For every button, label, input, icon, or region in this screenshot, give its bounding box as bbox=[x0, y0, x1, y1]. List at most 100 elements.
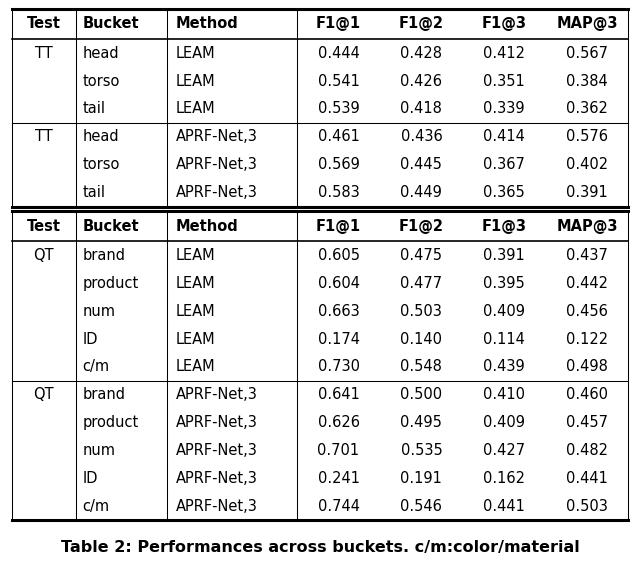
Text: 0.439: 0.439 bbox=[483, 359, 525, 374]
Text: 0.503: 0.503 bbox=[401, 303, 442, 319]
Text: 0.441: 0.441 bbox=[483, 499, 525, 514]
Text: 0.477: 0.477 bbox=[400, 276, 442, 291]
Text: 0.412: 0.412 bbox=[483, 45, 525, 61]
Text: Method: Method bbox=[176, 16, 239, 31]
Text: 0.541: 0.541 bbox=[317, 74, 360, 88]
Text: LEAM: LEAM bbox=[176, 303, 216, 319]
Text: c/m: c/m bbox=[83, 499, 109, 514]
Text: APRF-Net,3: APRF-Net,3 bbox=[176, 387, 258, 402]
Text: F1@1: F1@1 bbox=[316, 16, 361, 31]
Text: 0.391: 0.391 bbox=[483, 248, 525, 263]
Text: 0.445: 0.445 bbox=[401, 157, 442, 172]
Text: 0.122: 0.122 bbox=[566, 332, 608, 346]
Text: LEAM: LEAM bbox=[176, 359, 216, 374]
Text: Test: Test bbox=[27, 16, 61, 31]
Text: 0.437: 0.437 bbox=[566, 248, 608, 263]
Text: 0.339: 0.339 bbox=[483, 101, 525, 116]
Text: torso: torso bbox=[83, 157, 120, 172]
Text: 0.482: 0.482 bbox=[566, 443, 608, 458]
Text: TT: TT bbox=[35, 45, 52, 61]
Text: 0.460: 0.460 bbox=[566, 387, 608, 402]
Text: head: head bbox=[83, 45, 119, 61]
Text: F1@3: F1@3 bbox=[482, 218, 527, 234]
Text: LEAM: LEAM bbox=[176, 101, 216, 116]
Text: num: num bbox=[83, 303, 116, 319]
Text: APRF-Net,3: APRF-Net,3 bbox=[176, 415, 258, 430]
Text: 0.546: 0.546 bbox=[401, 499, 442, 514]
Text: Bucket: Bucket bbox=[83, 218, 139, 234]
Text: 0.367: 0.367 bbox=[483, 157, 525, 172]
Text: 0.449: 0.449 bbox=[401, 185, 442, 200]
Text: 0.414: 0.414 bbox=[483, 129, 525, 144]
Text: 0.535: 0.535 bbox=[401, 443, 442, 458]
Text: LEAM: LEAM bbox=[176, 248, 216, 263]
Text: 0.191: 0.191 bbox=[401, 471, 442, 486]
Text: ID: ID bbox=[83, 332, 98, 346]
Text: Test: Test bbox=[27, 218, 61, 234]
Text: APRF-Net,3: APRF-Net,3 bbox=[176, 129, 258, 144]
Text: 0.605: 0.605 bbox=[317, 248, 360, 263]
Text: F1@1: F1@1 bbox=[316, 218, 361, 234]
Text: 0.174: 0.174 bbox=[317, 332, 360, 346]
Text: 0.539: 0.539 bbox=[317, 101, 360, 116]
Text: 0.569: 0.569 bbox=[317, 157, 360, 172]
Text: 0.362: 0.362 bbox=[566, 101, 608, 116]
Text: F1@2: F1@2 bbox=[399, 218, 444, 234]
Text: torso: torso bbox=[83, 74, 120, 88]
Text: 0.548: 0.548 bbox=[401, 359, 442, 374]
Text: 0.500: 0.500 bbox=[400, 387, 442, 402]
Text: APRF-Net,3: APRF-Net,3 bbox=[176, 499, 258, 514]
Text: 0.436: 0.436 bbox=[401, 129, 442, 144]
Text: tail: tail bbox=[83, 101, 106, 116]
Text: 0.457: 0.457 bbox=[566, 415, 608, 430]
Text: 0.641: 0.641 bbox=[317, 387, 360, 402]
Text: APRF-Net,3: APRF-Net,3 bbox=[176, 471, 258, 486]
Text: 0.663: 0.663 bbox=[317, 303, 360, 319]
Text: APRF-Net,3: APRF-Net,3 bbox=[176, 185, 258, 200]
Text: QT: QT bbox=[33, 387, 54, 402]
Text: num: num bbox=[83, 443, 116, 458]
Text: tail: tail bbox=[83, 185, 106, 200]
Text: 0.426: 0.426 bbox=[401, 74, 442, 88]
Text: 0.441: 0.441 bbox=[566, 471, 608, 486]
Text: 0.410: 0.410 bbox=[483, 387, 525, 402]
Text: LEAM: LEAM bbox=[176, 74, 216, 88]
Text: 0.498: 0.498 bbox=[566, 359, 608, 374]
Text: head: head bbox=[83, 129, 119, 144]
Text: 0.402: 0.402 bbox=[566, 157, 608, 172]
Text: 0.461: 0.461 bbox=[317, 129, 360, 144]
Text: Table 2: Performances across buckets. c/m:color/material: Table 2: Performances across buckets. c/… bbox=[61, 540, 579, 555]
Text: 0.140: 0.140 bbox=[401, 332, 442, 346]
Text: 0.626: 0.626 bbox=[317, 415, 360, 430]
Text: 0.604: 0.604 bbox=[317, 276, 360, 291]
Text: LEAM: LEAM bbox=[176, 276, 216, 291]
Text: product: product bbox=[83, 415, 139, 430]
Text: APRF-Net,3: APRF-Net,3 bbox=[176, 443, 258, 458]
Text: 0.409: 0.409 bbox=[483, 303, 525, 319]
Text: F1@2: F1@2 bbox=[399, 16, 444, 31]
Text: F1@3: F1@3 bbox=[482, 16, 527, 31]
Text: QT: QT bbox=[33, 248, 54, 263]
Text: 0.730: 0.730 bbox=[317, 359, 360, 374]
Text: 0.391: 0.391 bbox=[566, 185, 608, 200]
Text: c/m: c/m bbox=[83, 359, 109, 374]
Text: 0.418: 0.418 bbox=[401, 101, 442, 116]
Text: 0.475: 0.475 bbox=[401, 248, 442, 263]
Text: 0.503: 0.503 bbox=[566, 499, 608, 514]
Text: LEAM: LEAM bbox=[176, 332, 216, 346]
Text: MAP@3: MAP@3 bbox=[556, 218, 618, 234]
Text: 0.444: 0.444 bbox=[317, 45, 360, 61]
Text: 0.701: 0.701 bbox=[317, 443, 360, 458]
Text: 0.114: 0.114 bbox=[483, 332, 525, 346]
Text: 0.351: 0.351 bbox=[483, 74, 525, 88]
Text: 0.365: 0.365 bbox=[483, 185, 525, 200]
Text: 0.428: 0.428 bbox=[401, 45, 442, 61]
Text: 0.427: 0.427 bbox=[483, 443, 525, 458]
Text: 0.456: 0.456 bbox=[566, 303, 608, 319]
Text: 0.495: 0.495 bbox=[401, 415, 442, 430]
Text: 0.583: 0.583 bbox=[317, 185, 360, 200]
Text: product: product bbox=[83, 276, 139, 291]
Text: 0.409: 0.409 bbox=[483, 415, 525, 430]
Text: 0.576: 0.576 bbox=[566, 129, 608, 144]
Text: MAP@3: MAP@3 bbox=[556, 16, 618, 31]
